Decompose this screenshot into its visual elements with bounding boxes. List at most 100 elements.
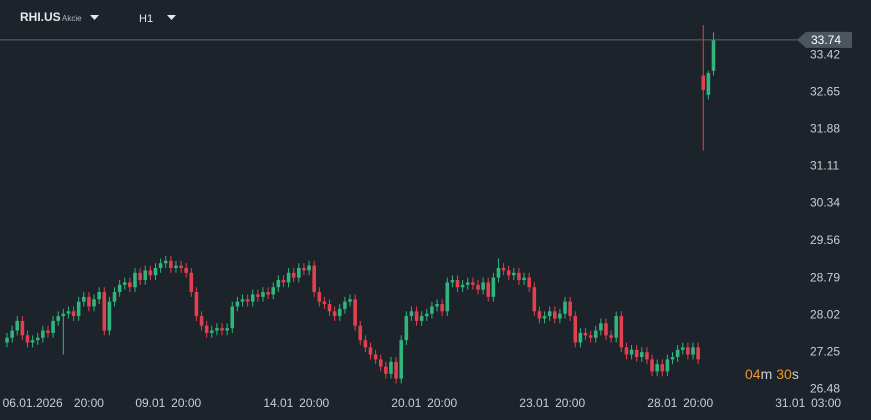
candle-body: [660, 364, 665, 372]
candle-body: [271, 287, 276, 295]
candle-body: [250, 294, 255, 302]
candle-body: [225, 328, 229, 331]
candle-body: [353, 299, 357, 326]
timeframe[interactable]: H1: [139, 13, 153, 25]
symbol-dropdown[interactable]: [90, 15, 99, 20]
candle-body: [332, 311, 337, 317]
timeframe-dropdown[interactable]: [167, 15, 176, 20]
candle-body: [394, 361, 398, 379]
candle-body: [696, 347, 700, 360]
x-tick-label: 28.01: [647, 396, 677, 410]
candle-body: [384, 366, 388, 374]
candle-body: [363, 340, 368, 348]
toolbar: RHI.US Akcie H1: [20, 10, 176, 25]
candle-body: [573, 316, 578, 343]
candle-body: [71, 311, 76, 317]
symbol[interactable]: RHI.US: [20, 10, 61, 24]
candle-body: [568, 301, 572, 317]
candle-body: [414, 311, 419, 321]
candle-body: [307, 265, 311, 271]
candle-body: [128, 282, 132, 288]
candle-body: [691, 347, 695, 355]
asset-type: Akcie: [62, 14, 82, 23]
plot-area: [0, 25, 800, 384]
candle-body: [389, 361, 393, 374]
candle-body: [471, 282, 475, 285]
candle-body: [558, 313, 562, 319]
candle-body: [158, 263, 163, 268]
candle-body: [675, 349, 680, 357]
candle-body: [189, 272, 194, 293]
candle-body: [143, 270, 148, 281]
candle-body: [41, 330, 45, 338]
candle-body: [327, 304, 332, 312]
candle-body: [220, 328, 224, 331]
candle-body: [599, 323, 603, 331]
candle-body: [430, 306, 434, 314]
candle-body: [194, 292, 199, 317]
candle-body: [112, 292, 117, 302]
candle-body: [476, 284, 480, 290]
x-tick-label: 23.01: [519, 396, 549, 410]
candle-body: [655, 364, 659, 372]
y-tick-label: 26.48: [810, 381, 840, 395]
candle-body: [230, 306, 235, 329]
candle-body: [276, 280, 281, 288]
timer-seconds-unit: s: [792, 366, 799, 382]
candle-body: [542, 316, 547, 319]
x-tick-label: 14.01: [263, 396, 293, 410]
y-tick-label: 27.25: [810, 344, 840, 358]
candle-body: [378, 359, 383, 367]
x-tick-label: 20:00: [74, 396, 104, 410]
candle-body: [604, 323, 608, 336]
candle-body: [460, 284, 465, 288]
candle-body: [138, 272, 142, 281]
candle-body: [76, 301, 81, 317]
candle-body: [302, 267, 306, 271]
x-tick-label: 09.01: [135, 396, 165, 410]
candle-body: [680, 347, 685, 350]
candle-body: [532, 287, 537, 312]
candle-body: [337, 308, 342, 317]
y-tick-label: 30.34: [810, 196, 840, 210]
timer-minutes-unit: m: [761, 366, 773, 382]
candle-body: [563, 301, 567, 314]
candle-body: [506, 270, 511, 276]
timer-seconds: 30: [776, 366, 792, 382]
candle-body: [547, 311, 552, 317]
candle-body: [215, 328, 219, 331]
candle-body: [552, 311, 557, 319]
candle-body: [629, 349, 634, 355]
candle-body: [701, 75, 706, 90]
y-tick-label: 29.56: [810, 233, 840, 247]
candle-body: [465, 282, 470, 285]
candle-body: [240, 299, 245, 302]
candle-body: [122, 282, 127, 285]
candle-body: [501, 267, 506, 271]
candle-body: [634, 349, 639, 357]
x-tick-label: 20:00: [171, 396, 201, 410]
candle-body: [117, 284, 122, 293]
candle-body: [583, 332, 588, 336]
candle-body: [373, 354, 378, 360]
candle-body: [650, 359, 654, 372]
candle-body: [614, 316, 619, 338]
candle-body: [640, 352, 644, 357]
x-tick-label: 03:00: [811, 396, 841, 410]
candle-body: [107, 301, 112, 331]
x-tick-label: 20:00: [427, 396, 457, 410]
candle-body: [527, 277, 531, 288]
candle-body: [97, 292, 101, 300]
candle-body: [491, 277, 496, 297]
candle-body: [15, 320, 20, 331]
candle-body: [184, 267, 188, 273]
candle-body: [706, 73, 711, 95]
candle-body: [409, 311, 414, 317]
candle-body: [61, 313, 66, 317]
candle-body: [435, 304, 439, 307]
candle-body: [312, 265, 316, 293]
candle-body: [425, 313, 429, 317]
candle-body: [358, 325, 363, 341]
y-tick-label: 33.42: [810, 48, 840, 62]
